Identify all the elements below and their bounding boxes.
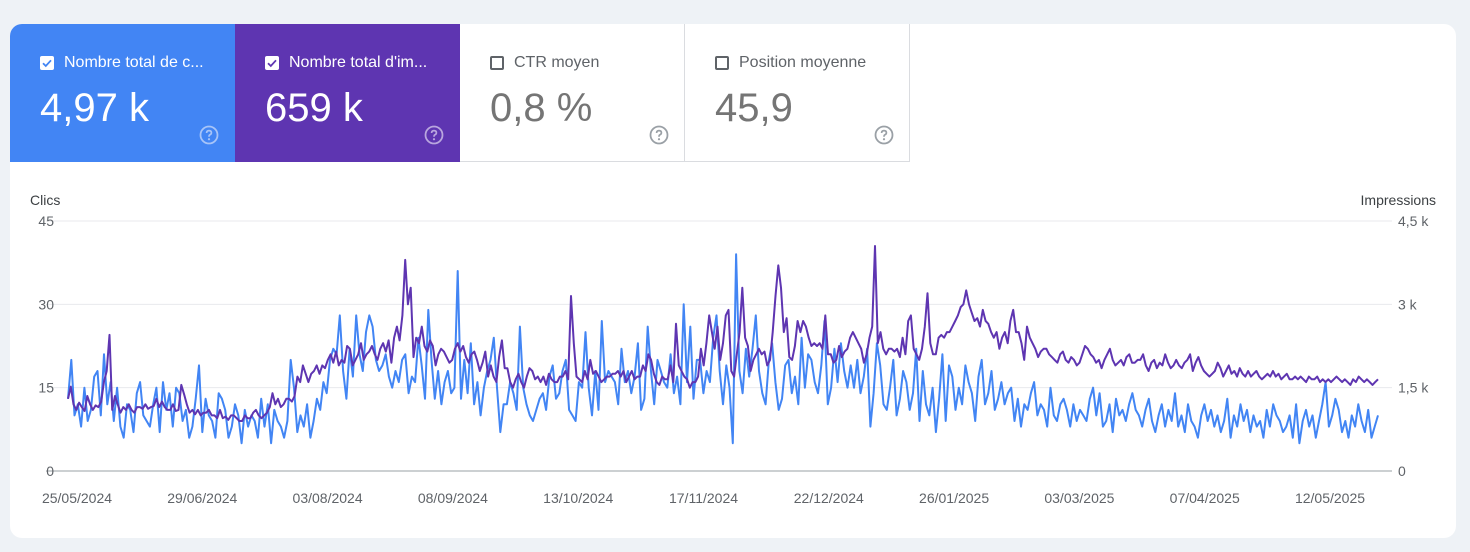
- left-tick-label: 15: [38, 380, 54, 396]
- x-tick-label: 17/11/2024: [669, 490, 738, 506]
- right-tick-label: 0: [1398, 463, 1406, 479]
- metric-value: 45,9: [715, 86, 793, 130]
- series-line-impressions: [67, 245, 1379, 422]
- metric-card-impressions[interactable]: Nombre total d'im... 659 k: [235, 24, 460, 162]
- right-tick-label: 3 k: [1398, 296, 1418, 312]
- checkbox-unchecked-icon[interactable]: [715, 56, 729, 70]
- x-tick-label: 07/04/2025: [1170, 490, 1240, 506]
- x-tick-label: 22/12/2024: [794, 490, 864, 506]
- right-tick-label: 1,5 k: [1398, 380, 1429, 396]
- x-tick-label: 13/10/2024: [543, 490, 613, 506]
- performance-chart: Clics Impressions 45 4,5 k 30 3 k 15 1,5 k 0 0 2…: [30, 192, 1436, 506]
- metric-card-clicks[interactable]: Nombre total de c... 4,97 k: [10, 24, 235, 162]
- left-tick-label: 0: [46, 463, 54, 479]
- right-axis-title: Impressions: [1361, 192, 1436, 208]
- right-tick-label: 4,5 k: [1398, 213, 1429, 229]
- metric-value: 4,97 k: [40, 86, 149, 130]
- checkbox-checked-icon[interactable]: [265, 56, 279, 70]
- checkbox-unchecked-icon[interactable]: [490, 56, 504, 70]
- help-icon[interactable]: [199, 125, 219, 145]
- metric-value: 659 k: [265, 86, 363, 130]
- x-tick-label: 12/05/2025: [1295, 490, 1365, 506]
- x-tick-label: 29/06/2024: [167, 490, 237, 506]
- x-tick-label: 25/05/2024: [42, 490, 112, 506]
- metric-cards: Nombre total de c... 4,97 k Nombre total…: [10, 24, 910, 162]
- series-line-clicks: [67, 253, 1379, 445]
- left-tick-label: 30: [38, 296, 54, 312]
- x-tick-label: 08/09/2024: [418, 490, 488, 506]
- help-icon[interactable]: [874, 125, 894, 145]
- performance-panel: Nombre total de c... 4,97 k Nombre total…: [10, 24, 1456, 538]
- left-axis-title: Clics: [30, 192, 60, 208]
- metric-value: 0,8 %: [490, 86, 593, 130]
- help-icon[interactable]: [649, 125, 669, 145]
- help-icon[interactable]: [424, 125, 444, 145]
- checkbox-checked-icon[interactable]: [40, 56, 54, 70]
- x-tick-label: 03/08/2024: [293, 490, 363, 506]
- x-tick-label: 26/01/2025: [919, 490, 989, 506]
- x-tick-label: 03/03/2025: [1044, 490, 1114, 506]
- metric-card-position[interactable]: Position moyenne 45,9: [685, 24, 910, 162]
- left-tick-label: 45: [38, 213, 54, 229]
- metric-card-ctr[interactable]: CTR moyen 0,8 %: [460, 24, 685, 162]
